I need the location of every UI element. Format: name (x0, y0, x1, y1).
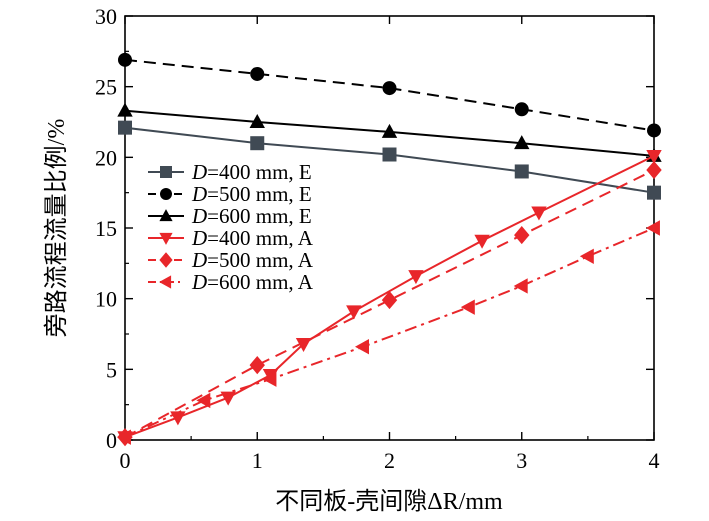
data-point (249, 113, 265, 128)
legend-label: D=600 mm, E (191, 204, 312, 228)
x-tick-label: 1 (252, 448, 263, 473)
series-1 (118, 120, 661, 200)
series-line (124, 169, 655, 439)
legend-marker (160, 188, 172, 200)
series-3 (117, 102, 662, 162)
data-point (646, 160, 662, 180)
data-point (295, 337, 312, 352)
x-tick-label: 3 (516, 448, 527, 473)
data-point (408, 270, 424, 285)
data-point (262, 371, 277, 387)
data-point (381, 290, 398, 310)
y-tick-label: 25 (95, 75, 117, 100)
data-point (514, 225, 530, 245)
y-tick-label: 5 (106, 357, 117, 382)
data-point (460, 299, 475, 315)
data-point (250, 136, 265, 151)
legend-label: D=500 mm, E (191, 182, 312, 206)
data-point (474, 234, 490, 249)
legend-marker (159, 252, 173, 268)
data-point (381, 123, 398, 138)
y-axis-title: 旁路流程流量比例/% (43, 119, 70, 338)
legend-label: D=400 mm, E (191, 160, 312, 184)
x-tick-label: 0 (120, 448, 131, 473)
legend-entry-1: D=400 mm, E (148, 160, 312, 184)
data-point (514, 102, 529, 117)
y-tick-label: 15 (95, 216, 117, 241)
legend-entry-2: D=500 mm, E (148, 182, 312, 206)
legend-entry-4: D=400 mm, A (148, 226, 314, 250)
y-tick-label: 10 (95, 287, 117, 312)
data-point (514, 135, 530, 150)
legend-label: D=500 mm, A (191, 248, 314, 272)
y-tick-label: 0 (106, 428, 117, 453)
data-point (250, 66, 265, 81)
x-tick-label: 2 (384, 448, 395, 473)
data-point (579, 248, 594, 264)
legend: D=400 mm, ED=500 mm, ED=600 mm, ED=400 m… (148, 160, 314, 294)
data-point (647, 185, 661, 200)
series-line (124, 58, 655, 132)
data-point (382, 147, 397, 162)
series-line (124, 227, 655, 439)
legend-marker (160, 166, 172, 178)
legend-marker (159, 275, 172, 289)
data-point (514, 164, 529, 179)
legend-label: D=600 mm, A (191, 270, 314, 294)
legend-marker (159, 209, 173, 222)
data-point (513, 278, 528, 294)
series-line (124, 155, 655, 439)
data-point (382, 81, 397, 96)
data-point (116, 429, 131, 445)
data-point (117, 102, 133, 117)
legend-entry-5: D=500 mm, A (148, 248, 314, 272)
data-point (647, 123, 661, 138)
data-point (346, 305, 362, 320)
data-point (355, 339, 369, 355)
data-point (118, 120, 132, 135)
legend-entry-3: D=600 mm, E (148, 204, 312, 228)
series-6 (116, 220, 660, 445)
legend-marker (159, 232, 173, 245)
data-point (531, 206, 547, 221)
data-point (249, 355, 265, 375)
data-point (220, 391, 236, 406)
series-layer (116, 52, 662, 447)
data-point (196, 392, 211, 409)
legend-label: D=400 mm, A (191, 226, 314, 250)
x-axis-title: 不同板-壳间隙ΔR/mm (275, 488, 503, 515)
data-point (118, 52, 132, 67)
y-tick-label: 20 (95, 145, 117, 170)
series-2 (118, 52, 661, 138)
data-point (646, 149, 662, 164)
y-tick-label: 30 (95, 4, 117, 29)
axes: 0 1 2 3 4 0 5 10 15 20 25 30 (95, 4, 660, 473)
data-point (645, 220, 660, 236)
x-tick-label: 4 (649, 448, 660, 473)
legend-entry-6: D=600 mm, A (148, 270, 314, 294)
